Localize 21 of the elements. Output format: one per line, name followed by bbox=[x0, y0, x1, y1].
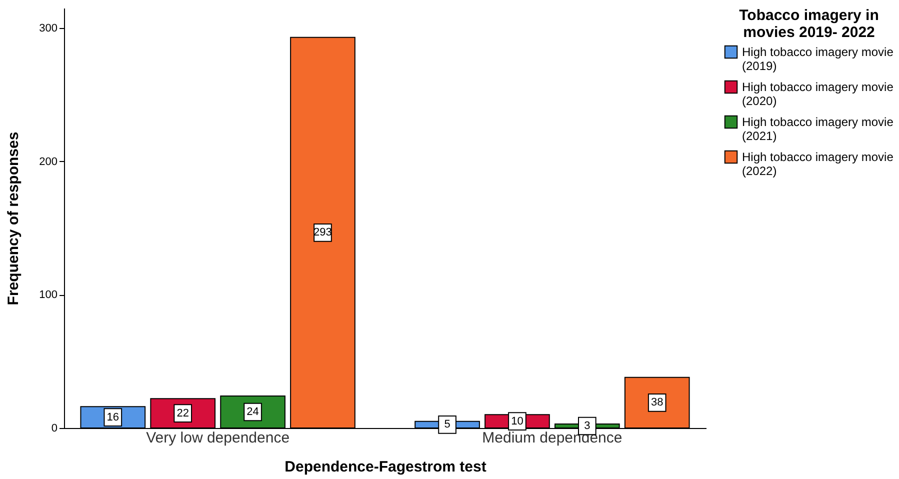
y-tick-label: 0 bbox=[51, 422, 58, 434]
data-label: 22 bbox=[176, 407, 189, 420]
data-label: 5 bbox=[444, 418, 450, 431]
data-label: 16 bbox=[106, 411, 120, 424]
data-label: 38 bbox=[650, 396, 664, 409]
x-tick-label: Medium dependence bbox=[482, 430, 622, 446]
data-label: 10 bbox=[511, 415, 524, 428]
x-axis-title: Dependence-Fagestrom test bbox=[284, 458, 486, 476]
legend-label: High tobacco imagery movie (2021) bbox=[742, 115, 894, 143]
data-label: 293 bbox=[314, 226, 332, 239]
y-tick-label: 300 bbox=[39, 22, 58, 34]
data-label: 24 bbox=[246, 406, 259, 418]
legend-label: High tobacco imagery movie (2020) bbox=[742, 80, 894, 108]
data-label: 3 bbox=[584, 420, 590, 432]
y-axis-title: Frequency of responses bbox=[5, 132, 22, 306]
legend-label: High tobacco imagery movie (2022) bbox=[742, 150, 894, 178]
legend-title: Tobacco imagery in movies 2019- 2022 bbox=[739, 7, 879, 41]
y-tick-label: 200 bbox=[39, 156, 58, 168]
x-tick-label: Very low dependence bbox=[146, 430, 290, 446]
legend-label: High tobacco imagery movie (2019) bbox=[742, 45, 894, 73]
y-tick-label: 100 bbox=[39, 289, 58, 302]
